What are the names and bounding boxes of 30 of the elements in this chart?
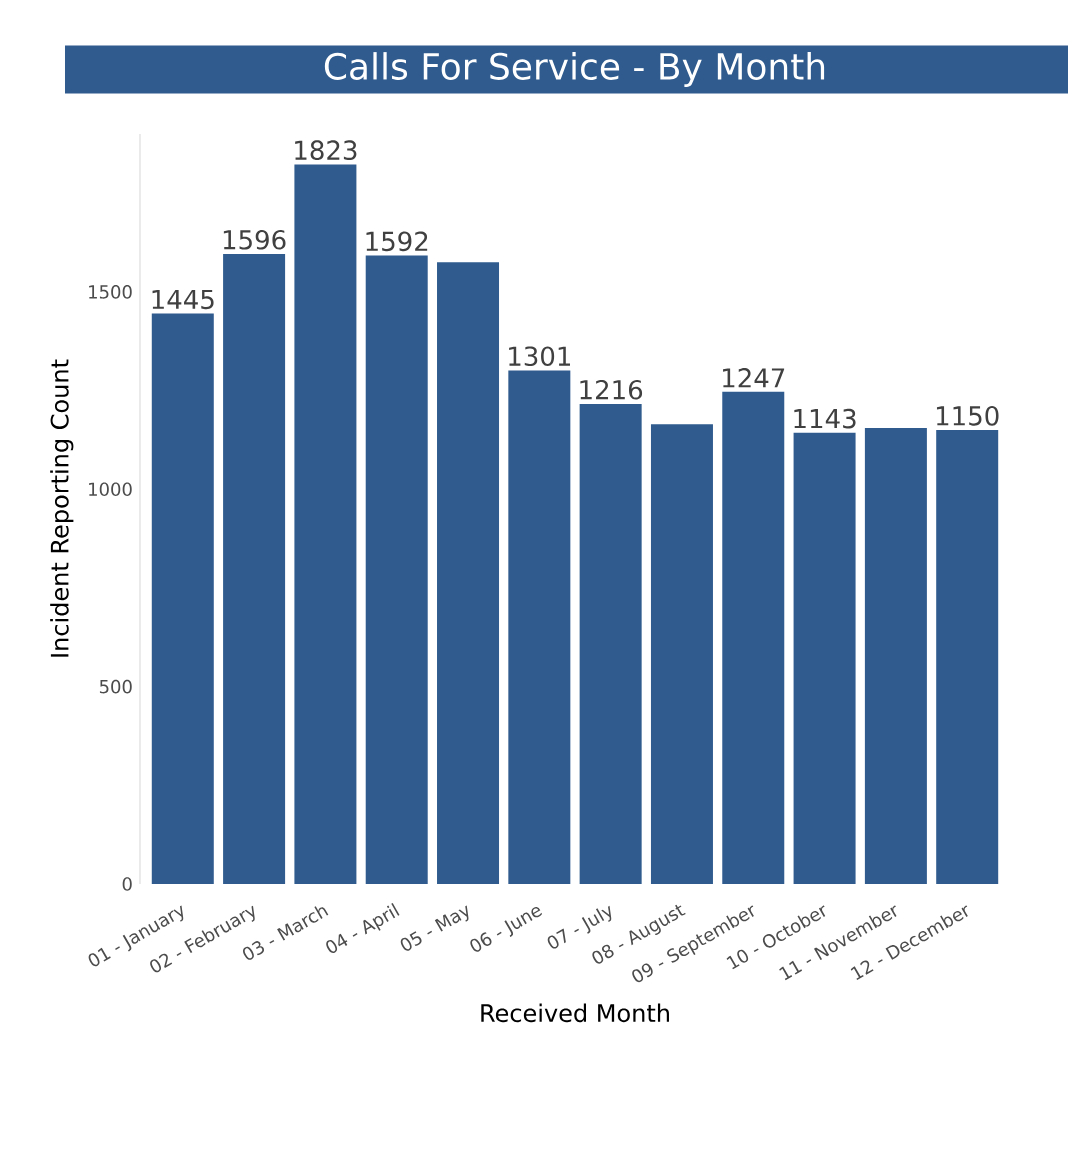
bar — [151, 313, 214, 884]
x-axis-title: Received Month — [481, 1003, 669, 1023]
x-tick-label: 05 - May — [400, 905, 469, 951]
chart-title: Calls For Service - By Month — [324, 52, 825, 87]
bar — [793, 432, 856, 884]
y-tick-label: 500 — [99, 679, 132, 694]
x-tick-label: 06 - June — [470, 907, 543, 952]
data-label: 1216 — [580, 379, 643, 400]
bar — [722, 391, 785, 884]
bar — [437, 262, 500, 884]
y-tick-label: 1500 — [89, 285, 132, 299]
data-label: 1301 — [509, 346, 571, 367]
bar — [294, 164, 357, 884]
y-axis-title: Incident Reporting Count — [50, 359, 74, 657]
bar — [508, 370, 571, 884]
bar — [650, 424, 713, 884]
bar — [579, 404, 642, 884]
y-tick-label: 0 — [122, 877, 132, 891]
bar — [864, 428, 927, 884]
data-label: 1596 — [223, 229, 286, 250]
data-label: 1445 — [152, 289, 214, 310]
data-label: 1150 — [936, 406, 999, 426]
data-label: 1143 — [794, 408, 856, 429]
bar — [223, 254, 286, 884]
data-label: 1823 — [295, 140, 357, 161]
data-label: 1247 — [723, 368, 785, 388]
bar — [365, 255, 428, 884]
y-tick-label: 1000 — [89, 482, 132, 497]
bar — [936, 430, 999, 884]
data-label: 1592 — [366, 231, 428, 252]
